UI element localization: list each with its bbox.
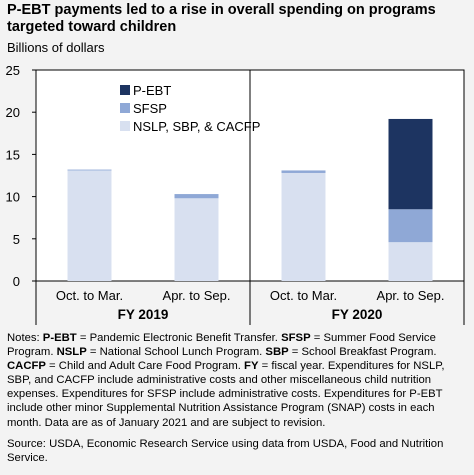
- bar-segment: [174, 198, 219, 281]
- legend-label: SFSP: [133, 101, 167, 116]
- note-term: NSLP: [56, 346, 87, 359]
- chart-notes: Notes: P-EBT = Pandemic Electronic Benef…: [7, 331, 469, 430]
- bar-segment: [67, 170, 112, 281]
- category-label: Oct. to Mar.: [270, 288, 337, 303]
- category-label: Apr. to Sep.: [163, 288, 231, 303]
- legend-swatch: [120, 103, 130, 113]
- bar-segment: [281, 170, 326, 173]
- note-term: SFSP: [281, 332, 311, 344]
- note-term: P-EBT: [42, 332, 77, 344]
- category-label: Apr. to Sep.: [377, 288, 445, 303]
- bar-segment: [388, 242, 433, 281]
- bar-segment: [67, 169, 112, 171]
- group-label: FY 2019: [118, 307, 169, 322]
- y-tick-label: 25: [6, 63, 20, 78]
- notes-label: Notes:: [7, 332, 40, 344]
- note-term: FY: [244, 360, 259, 373]
- y-axis-title: Billions of dollars: [7, 40, 105, 55]
- bar-segment: [388, 118, 433, 210]
- legend-swatch: [120, 121, 130, 131]
- category-label: Oct. to Mar.: [56, 288, 123, 303]
- group-label: FY 2020: [332, 307, 383, 322]
- y-tick-label: 0: [13, 274, 20, 289]
- legend-swatch: [120, 85, 130, 95]
- bar-segment: [388, 209, 433, 243]
- bar-segment: [174, 194, 219, 199]
- bar-segment: [281, 172, 326, 281]
- note-term: SBP: [265, 346, 289, 359]
- bar-chart: 0 5 10 15 20 25 Oct. to Mar. Apr. to Sep. Oct. t…: [6, 63, 465, 325]
- note-term: CACFP: [7, 360, 46, 373]
- y-tick-label: 15: [6, 147, 20, 162]
- chart-title: P-EBT payments led to a rise in overall …: [7, 2, 436, 35]
- legend-label: P-EBT: [133, 83, 171, 98]
- y-tick-label: 10: [6, 190, 20, 205]
- chart-source: Source: USDA, Economic Research Service …: [7, 438, 444, 465]
- notes-body: P-EBT = Pandemic Electronic Benefit Tran…: [7, 332, 445, 429]
- y-tick-label: 20: [6, 105, 20, 120]
- legend-label: NSLP, SBP, & CACFP: [133, 119, 260, 134]
- y-tick-label: 5: [13, 232, 20, 247]
